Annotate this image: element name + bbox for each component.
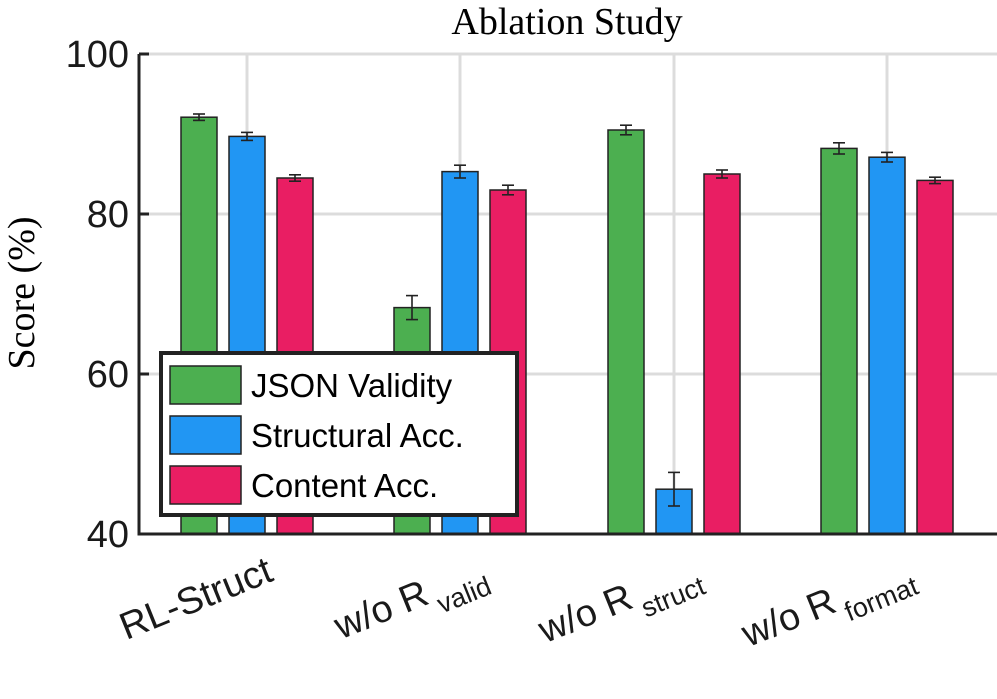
category-subscript-text: struct — [637, 571, 710, 624]
bar — [703, 173, 741, 535]
x-category-label: RL-Struct — [114, 549, 279, 648]
y-tick-labels: 40 60 80 100 — [66, 34, 129, 556]
axes — [137, 52, 997, 536]
legend: JSON Validity Structural Acc. Content Acc. — [159, 351, 519, 517]
legend-label: JSON Validity — [251, 367, 453, 404]
legend-label: Content Acc. — [251, 467, 438, 504]
error-bars — [193, 113, 941, 507]
bar — [916, 179, 954, 535]
x-category-labels: RL-Struct w/o Rvalid w/o Rstruct w/o Rforma… — [114, 549, 923, 666]
legend-swatch — [169, 365, 242, 405]
bar — [655, 488, 693, 535]
bar — [868, 156, 906, 535]
x-category-label: w/o Rvalid — [328, 549, 496, 658]
category-subscript-text: valid — [433, 571, 496, 620]
legend-label: Structural Acc. — [251, 417, 464, 454]
y-tick-label: 60 — [87, 354, 129, 396]
bar — [820, 147, 858, 535]
category-main-text: w/o R — [328, 572, 435, 648]
legend-swatch — [169, 465, 242, 505]
y-tick-label: 40 — [87, 514, 129, 556]
category-main-text: w/o R — [735, 580, 842, 656]
category-main-text: w/o R — [532, 576, 639, 652]
legend-swatch — [169, 415, 242, 455]
chart-title: Ablation Study — [451, 1, 682, 43]
y-axis-label: Score (%) — [1, 217, 43, 370]
bar — [607, 129, 645, 535]
x-category-label: w/o Rformat — [735, 549, 923, 666]
category-subscript-text: format — [840, 571, 923, 628]
y-tick-label: 100 — [66, 34, 129, 76]
y-tick-label: 80 — [87, 194, 129, 236]
category-main-text: RL-Struct — [114, 549, 279, 648]
x-category-label: w/o Rstruct — [532, 549, 710, 662]
